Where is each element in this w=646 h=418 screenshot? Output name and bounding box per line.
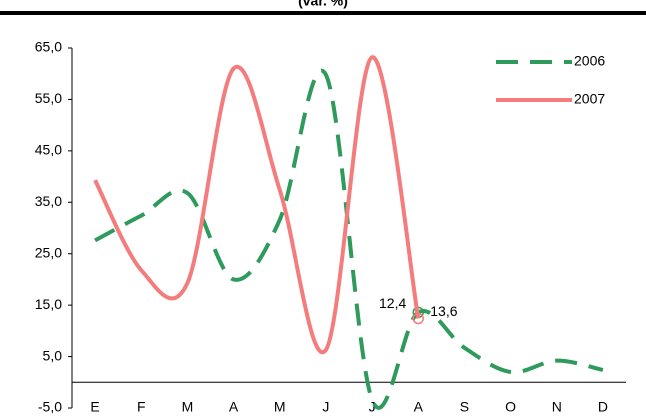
x-tick-label: M (274, 399, 286, 415)
data-label: 12,4 (379, 295, 406, 311)
y-tick-label: 25,0 (35, 244, 62, 260)
x-tick-label: J (369, 399, 376, 415)
series-line (94, 68, 604, 410)
legend-label: 2006 (574, 53, 605, 69)
x-tick-label: M (182, 399, 194, 415)
y-tick-label: 5,0 (43, 347, 63, 363)
point-marker (412, 312, 424, 325)
x-tick-label: N (552, 399, 562, 415)
y-tick-label: -5,0 (38, 399, 62, 415)
series-line (93, 55, 421, 355)
x-tick-label: A (229, 399, 239, 415)
y-tick-label: 35,0 (35, 193, 62, 209)
x-tick-label: J (322, 399, 329, 415)
data-label: 13,6 (430, 303, 457, 319)
chart-title: (var. %) (298, 0, 348, 9)
x-tick-label: O (505, 399, 516, 415)
y-tick-label: 55,0 (35, 90, 62, 106)
y-tick-label: 65,0 (35, 39, 62, 55)
x-tick-label: S (460, 399, 469, 415)
x-tick-label: E (90, 399, 99, 415)
x-tick-label: A (414, 399, 424, 415)
y-tick-label: 45,0 (35, 142, 62, 158)
x-tick-label: D (598, 399, 608, 415)
legend-label: 2007 (574, 91, 605, 107)
y-tick-label: 15,0 (35, 296, 62, 312)
x-tick-label: F (137, 399, 146, 415)
